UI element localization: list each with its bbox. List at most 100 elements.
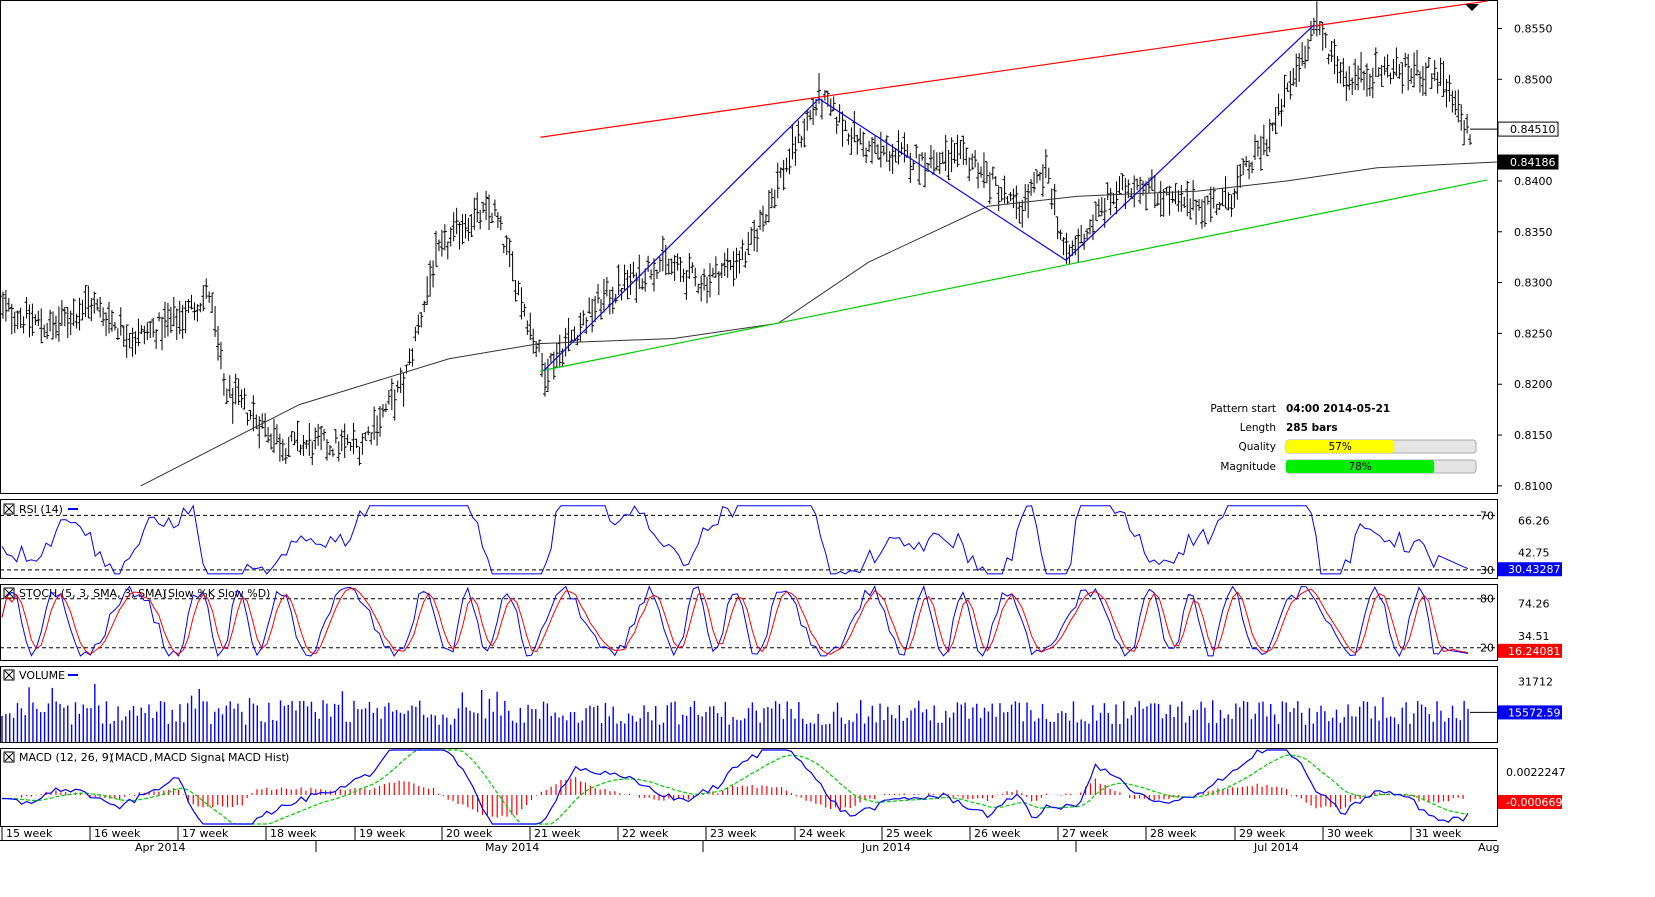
ohlc-bar <box>1020 199 1025 228</box>
ohlc-bar <box>640 278 645 290</box>
ohlc-bar <box>693 267 698 287</box>
ohlc-bar <box>1158 181 1163 217</box>
ohlc-bar <box>53 315 58 339</box>
volume-bars <box>1 684 1469 742</box>
ohlc-bar <box>557 334 562 367</box>
ohlc-bar <box>1288 70 1293 100</box>
close-icon <box>4 588 14 598</box>
ohlc-bar <box>407 348 412 366</box>
ohlc-bar <box>675 253 680 271</box>
ohlc-bar <box>979 166 984 178</box>
ohlc-bar <box>39 308 44 344</box>
panel-border-price <box>0 0 1498 494</box>
ohlc-bar <box>336 441 341 462</box>
ohlc-bar <box>749 227 754 245</box>
ohlc-bar <box>136 318 141 347</box>
stoch-k-line <box>1 584 1469 657</box>
ohlc-bar <box>118 307 123 336</box>
ohlc-bar <box>1364 63 1369 97</box>
ohlc-bar <box>289 431 294 442</box>
ohlc-bar <box>796 120 801 144</box>
ohlc-bar <box>990 166 995 180</box>
ohlc-bar <box>875 144 880 160</box>
ohlc-bar <box>1255 140 1260 157</box>
ohlc-bar <box>1170 191 1175 203</box>
ohlc-bar <box>442 224 447 251</box>
ohlc-bar <box>790 124 795 160</box>
ohlc-bar <box>366 426 371 436</box>
ohlc-bar <box>271 418 276 453</box>
ohlc-bar <box>772 189 777 209</box>
ohlc-bar <box>696 284 701 294</box>
volume-axis-label: 31712 <box>1518 676 1553 689</box>
ohlc-bar <box>961 135 966 165</box>
ohlc-bar <box>266 427 271 443</box>
ohlc-bar <box>1341 58 1346 88</box>
week-label: 31 week <box>1415 827 1462 840</box>
week-label: 16 week <box>94 827 141 840</box>
ohlc-bar <box>1135 178 1140 191</box>
ohlc-bar <box>955 134 960 168</box>
ohlc-bar <box>1441 61 1446 97</box>
ohlc-bar <box>1338 62 1343 84</box>
panel-border-rsi <box>0 499 1498 579</box>
week-label: 21 week <box>534 827 581 840</box>
ohlc-bar <box>634 272 639 303</box>
ohlc-bar <box>637 254 642 289</box>
ohlc-bar <box>766 189 771 223</box>
price-axis-label: 0.8500 <box>1514 73 1553 86</box>
macd-legend-sep1: , <box>149 751 153 764</box>
ohlc-bar <box>1037 171 1042 181</box>
macd-legend-hist: MACD Hist <box>228 751 287 764</box>
ohlc-bar <box>1391 59 1396 79</box>
macd-current-label: -0.0006698 <box>1506 796 1569 809</box>
ohlc-bar <box>248 409 253 420</box>
week-label: 29 week <box>1239 827 1286 840</box>
ohlc-bar <box>1161 188 1166 217</box>
info-bar-value: 57% <box>1328 441 1351 453</box>
ohlc-bar <box>864 147 869 164</box>
month-label: Apr 2014 <box>135 841 186 854</box>
ohlc-bar <box>672 255 677 281</box>
ohlc-bar <box>1453 90 1458 116</box>
ohlc-bar <box>80 299 85 321</box>
ohlc-bar <box>492 199 497 217</box>
ohlc-bar <box>1064 232 1069 264</box>
ohlc-bar <box>1055 216 1060 240</box>
stoch-axis-label: 74.26 <box>1518 597 1550 610</box>
ohlc-bar <box>1276 93 1281 116</box>
ohlc-bar <box>666 258 671 275</box>
ohlc-bar <box>1400 62 1405 94</box>
ohlc-bar <box>1096 198 1101 218</box>
macd-legend-sep2: , <box>222 751 226 764</box>
ohlc-bar <box>348 441 353 452</box>
ohlc-bar <box>1197 198 1202 211</box>
macd-axis-label: 0.0022247 <box>1506 766 1566 779</box>
week-label: 18 week <box>270 827 317 840</box>
ohlc-bar <box>422 300 427 313</box>
week-label: 19 week <box>359 827 406 840</box>
ohlc-bar <box>133 331 138 355</box>
ohlc-bar <box>1323 32 1328 49</box>
ohlc-bar <box>192 302 197 321</box>
stoch-legend-sep: , <box>212 587 216 600</box>
ohlc-bar <box>434 230 439 267</box>
ohlc-bar <box>189 294 194 310</box>
ohlc-bar <box>101 307 106 327</box>
ohlc-bar <box>92 291 97 314</box>
ohlc-bar <box>1226 192 1231 211</box>
month-label: May 2014 <box>485 841 539 854</box>
ohlc-bar <box>201 285 206 312</box>
ohlc-bar <box>354 438 359 449</box>
ohlc-bar <box>165 302 170 337</box>
ohlc-bar <box>292 431 297 446</box>
ohlc-bar <box>257 416 262 449</box>
ohlc-bar <box>83 284 88 318</box>
ohlc-bar <box>710 267 715 278</box>
ohlc-bar <box>472 197 477 230</box>
ohlc-bar <box>1285 82 1290 92</box>
ohlc-bar <box>610 286 615 314</box>
ohlc-bar <box>109 310 114 332</box>
stoch-level-label: 80 <box>1480 593 1494 606</box>
ohlc-bar <box>937 152 942 175</box>
